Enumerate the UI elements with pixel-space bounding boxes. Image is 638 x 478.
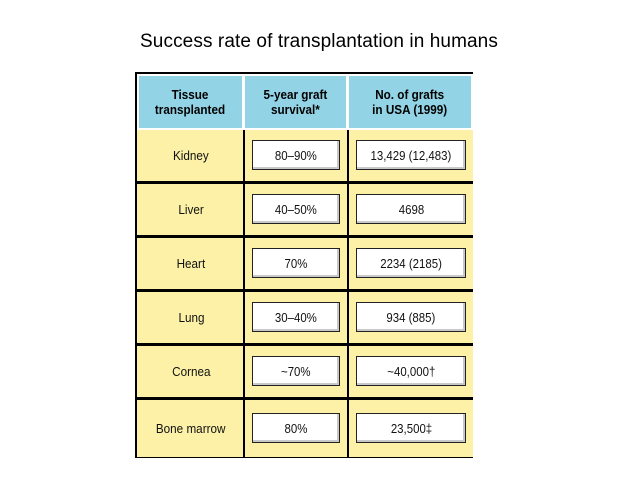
survival-cell: 40–50% <box>252 194 340 224</box>
header-grafts-label: No. of grafts in USA (1999) <box>372 87 448 117</box>
tissue-cell: Cornea <box>139 346 243 397</box>
tissue-label: Heart <box>176 256 206 271</box>
column-divider <box>243 238 245 291</box>
column-divider <box>243 400 245 457</box>
table-row: Heart 70% 2234 (2185) <box>137 238 473 291</box>
column-divider <box>243 130 245 183</box>
header-survival: 5-year graft survival* <box>245 76 346 128</box>
row-divider <box>137 235 473 237</box>
row-divider <box>137 343 473 345</box>
survival-value: 40–50% <box>275 201 317 217</box>
transplant-table: Tissue transplanted 5-year graft surviva… <box>135 72 473 458</box>
header-grafts: No. of grafts in USA (1999) <box>349 76 471 128</box>
row-divider <box>137 397 473 399</box>
survival-cell: 80–90% <box>252 140 340 170</box>
header-tissue-label: Tissue transplanted <box>155 87 226 117</box>
tissue-cell: Heart <box>139 238 243 289</box>
survival-cell: 70% <box>252 248 340 278</box>
table-header: Tissue transplanted 5-year graft surviva… <box>137 74 473 130</box>
table-row: Kidney 80–90% 13,429 (12,483) <box>137 130 473 183</box>
grafts-cell: 23,500‡ <box>356 413 466 443</box>
survival-value: 80% <box>284 420 308 436</box>
table-row: Bone marrow 80% 23,500‡ <box>137 400 473 457</box>
grafts-value: 4698 <box>398 201 424 217</box>
grafts-cell: 4698 <box>356 194 466 224</box>
slide-title: Success rate of transplantation in human… <box>140 31 498 52</box>
column-divider <box>347 184 349 237</box>
tissue-cell: Kidney <box>139 130 243 181</box>
survival-cell: ~70% <box>252 356 340 386</box>
grafts-value: 2234 (2185) <box>380 255 442 271</box>
survival-cell: 80% <box>252 413 340 443</box>
header-survival-label: 5-year graft survival* <box>263 87 328 117</box>
survival-value: 70% <box>284 255 308 271</box>
tissue-cell: Lung <box>139 292 243 343</box>
tissue-cell: Liver <box>139 184 243 235</box>
row-divider <box>137 289 473 291</box>
grafts-value: 13,429 (12,483) <box>370 147 452 163</box>
tissue-label: Kidney <box>173 148 209 163</box>
table-row: Liver 40–50% 4698 <box>137 184 473 237</box>
survival-cell: 30–40% <box>252 302 340 332</box>
column-divider <box>347 292 349 345</box>
grafts-cell: 2234 (2185) <box>356 248 466 278</box>
grafts-cell: ~40,000† <box>356 356 466 386</box>
column-divider <box>243 184 245 237</box>
survival-value: 30–40% <box>275 309 317 325</box>
table-row: Lung 30–40% 934 (885) <box>137 292 473 345</box>
table-row: Cornea ~70% ~40,000† <box>137 346 473 399</box>
column-divider <box>243 346 245 399</box>
tissue-cell: Bone marrow <box>139 400 243 457</box>
tissue-label: Bone marrow <box>156 421 226 436</box>
tissue-label: Cornea <box>171 364 211 379</box>
grafts-cell: 934 (885) <box>356 302 466 332</box>
grafts-value: 23,500‡ <box>390 420 432 436</box>
tissue-label: Liver <box>178 202 204 217</box>
grafts-cell: 13,429 (12,483) <box>356 140 466 170</box>
column-divider <box>347 238 349 291</box>
grafts-value: 934 (885) <box>386 309 436 325</box>
row-divider <box>137 181 473 183</box>
column-divider <box>347 130 349 183</box>
survival-value: ~70% <box>281 363 311 379</box>
tissue-label: Lung <box>177 310 205 325</box>
header-tissue: Tissue transplanted <box>139 76 242 128</box>
survival-value: 80–90% <box>275 147 317 163</box>
grafts-value: ~40,000† <box>386 363 436 379</box>
column-divider <box>347 400 349 457</box>
column-divider <box>347 346 349 399</box>
column-divider <box>243 292 245 345</box>
